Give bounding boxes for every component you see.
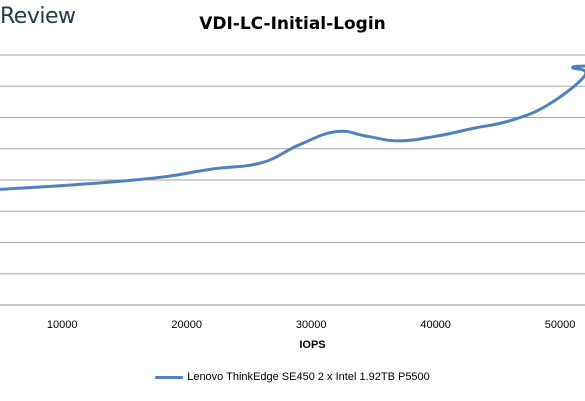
series-line xyxy=(0,64,585,191)
legend-label: Lenovo ThinkEdge SE450 2 x Intel 1.92TB … xyxy=(187,371,430,383)
x-tick-label: 40000 xyxy=(420,319,451,331)
x-tick-label: 20000 xyxy=(171,319,202,331)
x-tick-label: 30000 xyxy=(296,319,327,331)
gridlines xyxy=(0,54,585,306)
x-axis-title: IOPS xyxy=(299,339,325,351)
brand-logo-text: Review xyxy=(0,4,76,29)
x-tick-label: 50000 xyxy=(545,319,576,331)
series-layer xyxy=(0,64,585,191)
x-tick-label: 10000 xyxy=(47,319,78,331)
x-tick-labels: 10000 20000 30000 40000 50000 xyxy=(47,319,575,331)
legend: Lenovo ThinkEdge SE450 2 x Intel 1.92TB … xyxy=(0,371,585,383)
chart-title: VDI-LC-Initial-Login xyxy=(199,14,386,34)
legend-swatch xyxy=(155,375,184,379)
